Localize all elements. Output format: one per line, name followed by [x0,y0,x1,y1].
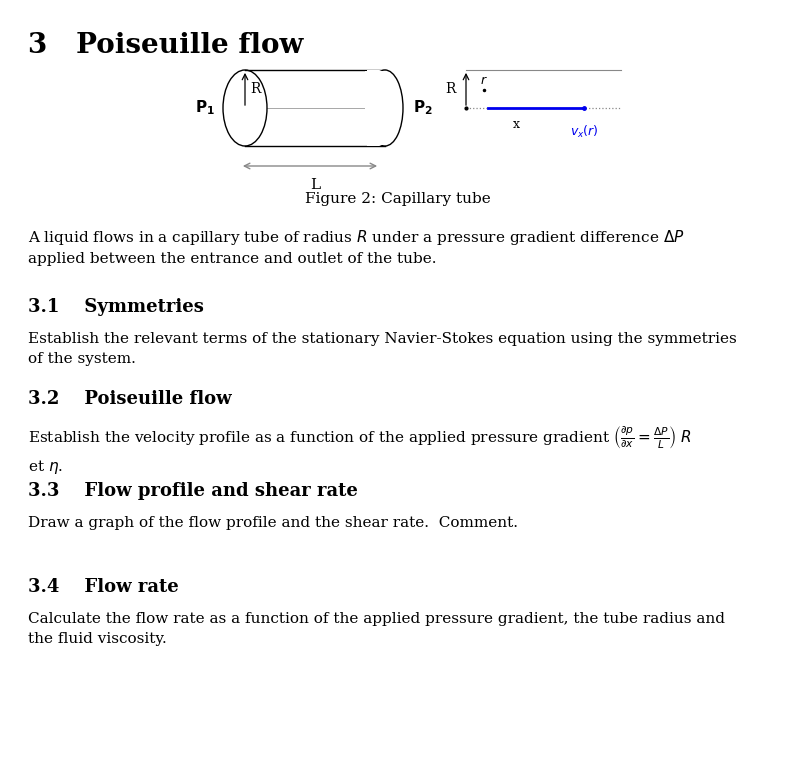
Text: 3.1    Symmetries: 3.1 Symmetries [28,298,204,316]
Text: $v_x(r)$: $v_x(r)$ [570,124,599,140]
Text: 3.4    Flow rate: 3.4 Flow rate [28,578,179,596]
Text: x: x [513,118,520,131]
Text: Establish the relevant terms of the stationary Navier-Stokes equation using the : Establish the relevant terms of the stat… [28,332,737,365]
Text: $\mathbf{P_2}$: $\mathbf{P_2}$ [413,99,433,117]
Text: $\mathbf{P_1}$: $\mathbf{P_1}$ [195,99,215,117]
Text: Calculate the flow rate as a function of the applied pressure gradient, the tube: Calculate the flow rate as a function of… [28,612,725,646]
Text: R: R [446,82,456,96]
Text: 3.3    Flow profile and shear rate: 3.3 Flow profile and shear rate [28,482,358,500]
Text: 3.2    Poiseuille flow: 3.2 Poiseuille flow [28,390,232,408]
Bar [367,70,408,146]
Ellipse shape [367,70,403,146]
Text: Establish the velocity profile as a function of the applied pressure gradient $\: Establish the velocity profile as a func… [28,424,692,476]
Text: 3   Poiseuille flow: 3 Poiseuille flow [28,32,303,59]
Text: R: R [250,82,260,96]
Text: Draw a graph of the flow profile and the shear rate.  Comment.: Draw a graph of the flow profile and the… [28,516,518,530]
Text: A liquid flows in a capillary tube of radius $R$ under a pressure gradient diffe: A liquid flows in a capillary tube of ra… [28,228,685,266]
Bar [365,71,385,145]
Text: $r$: $r$ [480,74,488,86]
Text: Figure 2: Capillary tube: Figure 2: Capillary tube [305,192,491,206]
Text: L: L [310,178,320,192]
